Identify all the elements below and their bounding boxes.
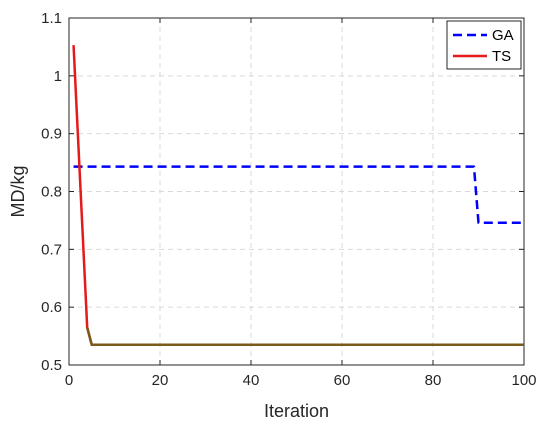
- y-axis-label: MD/kg: [8, 165, 28, 217]
- series-lines: [72, 45, 524, 347]
- y-tick-label: 0.9: [41, 126, 62, 143]
- y-tick-label: 0.5: [41, 357, 62, 374]
- x-tick-label: 100: [511, 372, 536, 389]
- y-tick-label: 0.6: [41, 299, 62, 316]
- legend-label-ts: TS: [492, 48, 511, 65]
- series-line-ga: [73, 165, 524, 224]
- tick-labels: 0 20 40 60 80 100 0.5 0.6 0.7 0.8 0.9 1 1.1: [41, 10, 536, 389]
- legend-label-ga: GA: [492, 27, 514, 44]
- x-tick-label: 80: [425, 372, 442, 389]
- x-tick-label: 20: [152, 372, 169, 389]
- series-line-ts-overlap: [85, 327, 524, 347]
- axes: [68, 17, 525, 366]
- legend-box: [446, 20, 522, 70]
- y-tick-label: 1.1: [41, 10, 62, 27]
- y-tick-label: 1: [54, 68, 62, 85]
- y-tick-label: 0.8: [41, 184, 62, 201]
- x-tick-label: 60: [334, 372, 351, 389]
- x-axis-label: Iteration: [264, 401, 329, 421]
- legend: GA TS: [446, 20, 522, 70]
- x-tick-label: 0: [65, 372, 73, 389]
- x-tick-label: 40: [243, 372, 260, 389]
- grid-lines: [69, 18, 524, 365]
- y-tick-label: 0.7: [41, 241, 62, 258]
